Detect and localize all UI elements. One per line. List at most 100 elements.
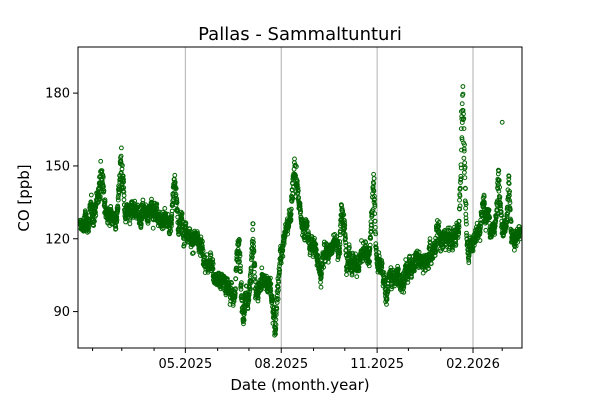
data-point xyxy=(225,276,230,282)
data-point xyxy=(506,174,512,179)
data-point xyxy=(486,207,492,213)
data-point xyxy=(373,225,378,230)
data-point xyxy=(255,295,261,301)
data-point xyxy=(315,252,321,258)
data-point xyxy=(482,201,487,207)
data-point xyxy=(478,217,484,223)
data-point xyxy=(367,246,373,251)
data-point xyxy=(342,220,348,226)
data-point xyxy=(295,188,301,194)
data-point xyxy=(245,303,251,309)
data-point xyxy=(102,199,108,205)
data-point xyxy=(174,197,180,203)
data-point xyxy=(312,236,317,241)
data-point xyxy=(372,196,377,202)
data-point xyxy=(229,280,235,286)
y-tick-label: 90 xyxy=(53,305,70,320)
data-point xyxy=(252,261,258,267)
data-point xyxy=(297,203,303,209)
data-point xyxy=(367,242,373,248)
x-tick-label: 11.2025 xyxy=(350,357,404,372)
data-point xyxy=(384,302,389,307)
data-point xyxy=(461,111,466,117)
data-point xyxy=(115,206,121,212)
data-point xyxy=(450,245,455,251)
data-point xyxy=(512,247,517,253)
data-point xyxy=(492,225,498,231)
data-point xyxy=(471,242,477,248)
data-point xyxy=(121,193,127,198)
data-point xyxy=(97,194,103,200)
data-point xyxy=(237,250,243,256)
data-point xyxy=(237,238,242,243)
data-point xyxy=(297,201,303,207)
data-point xyxy=(238,263,243,269)
data-point xyxy=(246,297,252,303)
data-point xyxy=(367,259,373,264)
data-point xyxy=(499,212,504,218)
data-point xyxy=(492,232,498,237)
data-point xyxy=(145,220,151,226)
data-point xyxy=(242,309,248,315)
data-point xyxy=(248,286,253,292)
data-point xyxy=(250,221,256,227)
data-point xyxy=(169,221,174,227)
data-point xyxy=(517,229,522,235)
data-point xyxy=(120,163,125,168)
data-point xyxy=(463,201,469,207)
data-point xyxy=(463,205,469,211)
data-point xyxy=(232,293,238,299)
data-point xyxy=(477,231,483,237)
data-point xyxy=(169,217,175,223)
data-point xyxy=(371,181,377,186)
data-point xyxy=(506,176,512,182)
data-point xyxy=(123,219,128,225)
data-point xyxy=(371,176,377,181)
x-ticks: 05.2025 08.2025 11.2025 02.2026 xyxy=(92,348,503,372)
data-point xyxy=(371,171,377,177)
data-point xyxy=(447,225,453,231)
data-point xyxy=(352,254,358,260)
data-point xyxy=(493,215,499,221)
data-point xyxy=(246,292,252,298)
data-point xyxy=(433,243,439,249)
data-point xyxy=(319,271,324,277)
data-point xyxy=(98,158,104,164)
data-point xyxy=(115,197,121,203)
data-point xyxy=(343,240,349,246)
data-point xyxy=(384,295,390,301)
data-point xyxy=(461,148,467,154)
data-point xyxy=(172,179,178,185)
data-point xyxy=(294,164,299,169)
data-point xyxy=(507,200,513,206)
data-point xyxy=(369,222,374,228)
data-point xyxy=(453,241,459,247)
data-point xyxy=(288,217,294,223)
data-point xyxy=(292,156,297,162)
data-point xyxy=(337,248,342,254)
data-point xyxy=(427,236,433,242)
data-point xyxy=(288,206,294,212)
data-point xyxy=(295,185,301,191)
data-point xyxy=(277,269,282,275)
data-point xyxy=(337,250,343,256)
data-point xyxy=(250,236,256,242)
data-point xyxy=(326,256,331,261)
data-point xyxy=(316,260,322,266)
data-point xyxy=(478,220,484,226)
data-point xyxy=(168,228,174,234)
data-point xyxy=(273,327,279,333)
data-point xyxy=(241,312,247,318)
data-point xyxy=(481,194,487,200)
data-point xyxy=(507,207,513,213)
data-point xyxy=(507,189,513,194)
data-point xyxy=(208,250,213,256)
data-point xyxy=(108,204,114,209)
data-point xyxy=(337,242,343,248)
data-point xyxy=(426,265,432,271)
data-point xyxy=(250,227,256,233)
data-point xyxy=(472,239,478,245)
data-point xyxy=(274,306,280,312)
data-point xyxy=(198,234,204,240)
